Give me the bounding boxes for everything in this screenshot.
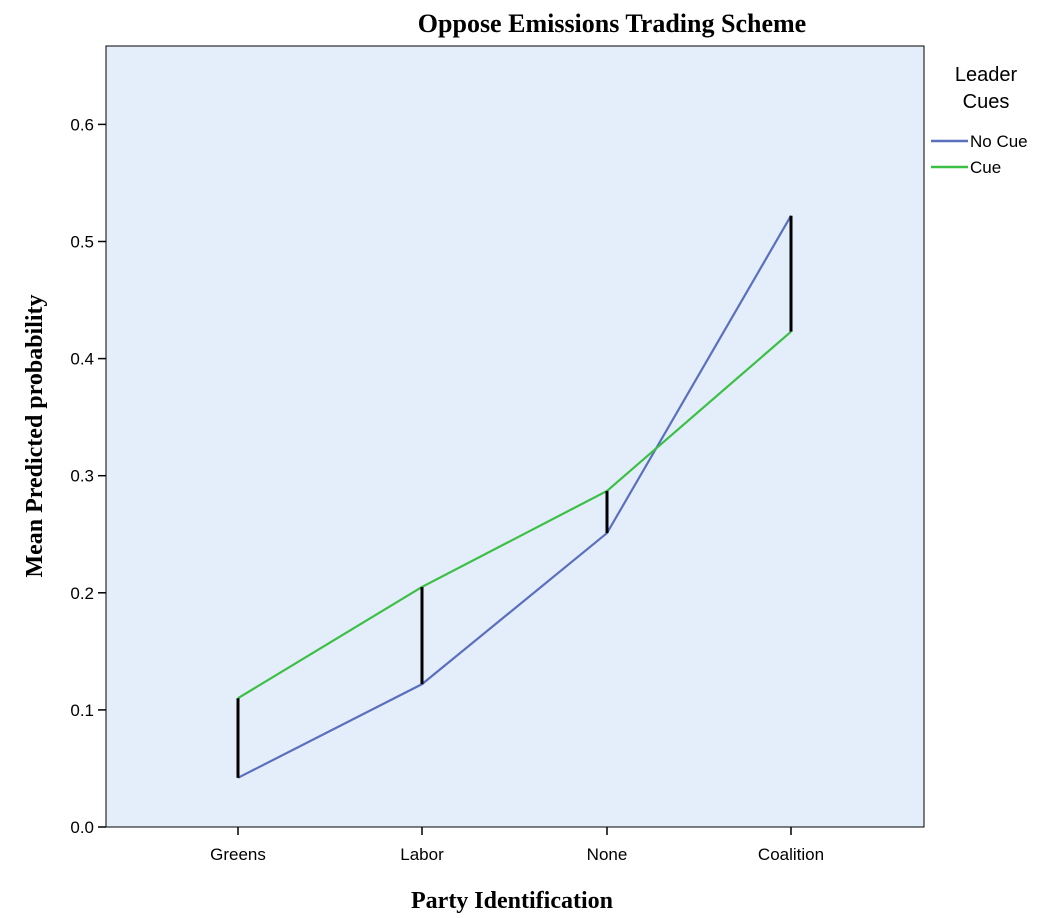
x-tick-label: Coalition	[758, 845, 824, 864]
legend-label: Cue	[970, 158, 1001, 177]
legend-title-line1: Leader	[955, 64, 1018, 86]
y-tick-label: 0.4	[70, 350, 94, 369]
x-tick-label: None	[587, 845, 628, 864]
y-axis-title: Mean Predicted probability	[22, 294, 48, 577]
x-axis: Greens Labor None Coalition	[210, 827, 824, 864]
series-lines	[237, 215, 792, 779]
y-tick-label: 0.5	[70, 233, 94, 252]
series-line-cue	[237, 330, 792, 700]
difference-bars	[236, 215, 793, 778]
series-line-no-cue	[237, 215, 792, 779]
chart-title: Oppose Emissions Trading Scheme	[418, 9, 806, 38]
y-tick-label: 0.1	[70, 701, 94, 720]
legend-title-line2: Cues	[963, 91, 1010, 113]
y-tick-label: 0.3	[70, 467, 94, 486]
x-tick-label: Labor	[400, 845, 444, 864]
x-axis-title: Party Identification	[411, 888, 613, 914]
legend: Leader Cues No Cue Cue	[931, 64, 1028, 177]
y-tick-label: 0.6	[70, 115, 94, 134]
y-tick-label: 0.2	[70, 584, 94, 603]
plot-area	[105, 45, 925, 828]
y-axis: 0.0 0.1 0.2 0.3 0.4 0.5 0.6	[70, 115, 106, 837]
y-tick-label: 0.0	[70, 818, 94, 837]
x-tick-label: Greens	[210, 845, 266, 864]
legend-label: No Cue	[970, 132, 1028, 151]
